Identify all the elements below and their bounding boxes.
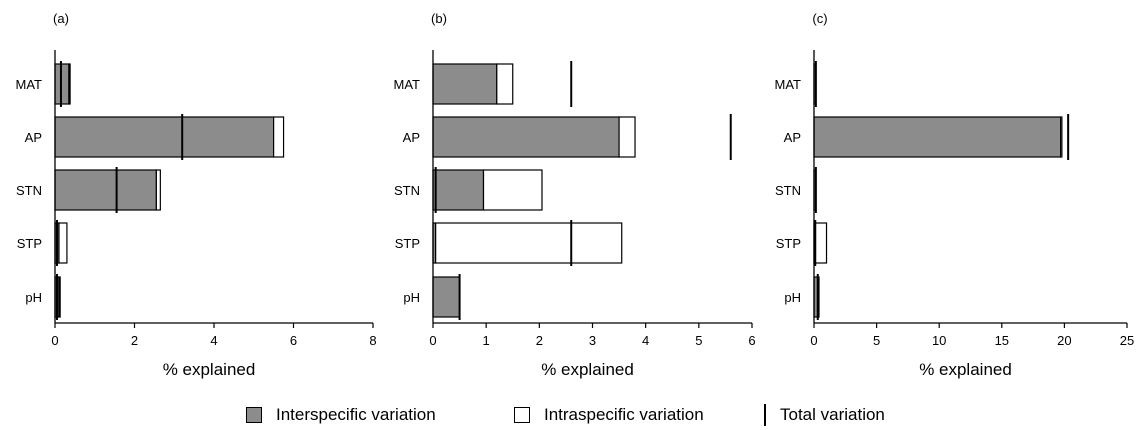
x-tick-label: 4 <box>642 333 649 348</box>
x-tick-label: 6 <box>748 333 755 348</box>
y-tick-label: pH <box>784 290 801 305</box>
x-tick-label: 25 <box>1120 333 1134 348</box>
x-tick-label: 2 <box>131 333 138 348</box>
x-tick-label: 10 <box>932 333 946 348</box>
legend-item-interspecific: Interspecific variation <box>246 402 436 428</box>
legend-line-total <box>764 404 766 426</box>
legend-item-total: Total variation <box>764 402 885 428</box>
y-tick-label: AP <box>403 130 420 145</box>
chart-legend: Interspecific variation Intraspecific va… <box>0 402 1137 428</box>
bar-intraspecific <box>155 169 161 211</box>
x-tick-label: 20 <box>1057 333 1071 348</box>
bar-interspecific <box>432 169 485 211</box>
x-tick-label: 3 <box>589 333 596 348</box>
bar-intraspecific <box>58 276 61 318</box>
bar-intraspecific <box>273 116 285 158</box>
x-tick-label: 1 <box>483 333 490 348</box>
legend-label-total: Total variation <box>780 405 885 424</box>
y-tick-label: AP <box>784 130 801 145</box>
bar-interspecific <box>54 169 157 211</box>
bar-interspecific <box>54 116 275 158</box>
y-tick-label: MAT <box>394 77 421 92</box>
x-axis-label: % explained <box>919 360 1012 379</box>
panel-label: (a) <box>53 11 69 26</box>
panel-label: (b) <box>431 11 447 26</box>
bar-intraspecific <box>618 116 636 158</box>
chart-figure: (a) MAT AP STN STP pH 0 2 4 6 8 % explained (b) MAT AP… <box>16 11 1135 379</box>
x-tick-label: 15 <box>995 333 1009 348</box>
x-tick-label: 4 <box>210 333 217 348</box>
x-tick-label: 0 <box>810 333 817 348</box>
y-tick-label: STP <box>17 236 42 251</box>
bar-interspecific <box>432 276 461 318</box>
legend-swatch-interspecific <box>246 407 262 423</box>
y-tick-label: MAT <box>16 77 43 92</box>
x-tick-label: 2 <box>536 333 543 348</box>
y-tick-label: pH <box>403 290 420 305</box>
bar-interspecific <box>432 63 498 105</box>
y-tick-label: pH <box>25 290 42 305</box>
legend-label-interspecific: Interspecific variation <box>276 405 436 424</box>
panel-label: (c) <box>812 11 827 26</box>
x-tick-label: 5 <box>873 333 880 348</box>
bar-intraspecific <box>58 222 68 264</box>
x-tick-label: 5 <box>695 333 702 348</box>
legend-label-intraspecific: Intraspecific variation <box>544 405 704 424</box>
legend-item-intraspecific: Intraspecific variation <box>514 402 704 428</box>
y-tick-label: STP <box>395 236 420 251</box>
chart-panel-3: (c) MAT AP STN STP pH 0 5 10 15 20 25 % explained <box>775 11 1135 379</box>
x-tick-label: 6 <box>290 333 297 348</box>
x-axis-label: % explained <box>541 360 634 379</box>
y-tick-label: STN <box>775 183 801 198</box>
bar-interspecific <box>432 116 620 158</box>
bar-intraspecific <box>496 63 514 105</box>
chart-panel-2: (b) MAT AP STN STP pH 0 1 2 3 4 5 6 % explained <box>394 11 756 379</box>
bar-intraspecific <box>1060 116 1063 158</box>
y-tick-label: STN <box>16 183 42 198</box>
y-tick-label: MAT <box>775 77 802 92</box>
y-tick-label: AP <box>25 130 42 145</box>
bar-intraspecific <box>68 63 71 105</box>
chart-panel-1: (a) MAT AP STN STP pH 0 2 4 6 8 % explained <box>16 11 377 379</box>
x-axis-label: % explained <box>163 360 256 379</box>
x-tick-label: 8 <box>369 333 376 348</box>
bar-intraspecific <box>482 169 543 211</box>
y-tick-label: STN <box>394 183 420 198</box>
x-tick-label: 0 <box>429 333 436 348</box>
x-tick-label: 0 <box>51 333 58 348</box>
bar-intraspecific <box>814 222 828 264</box>
legend-swatch-intraspecific <box>514 407 530 423</box>
y-tick-label: STP <box>776 236 801 251</box>
bar-interspecific <box>813 116 1062 158</box>
bar-intraspecific <box>435 222 623 264</box>
